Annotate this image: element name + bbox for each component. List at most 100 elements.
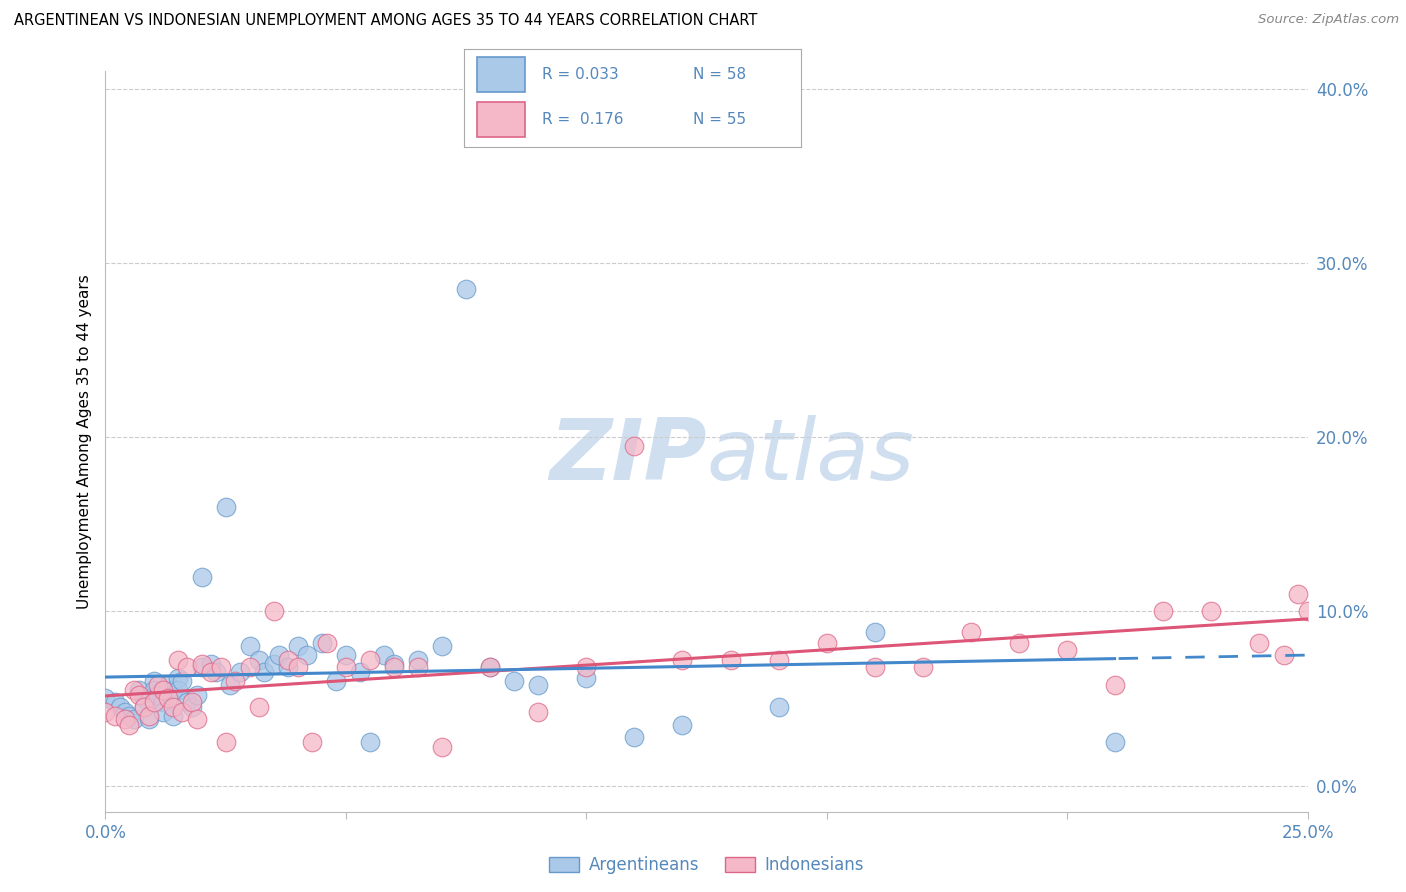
Point xyxy=(960,625,983,640)
Point xyxy=(768,700,790,714)
Point xyxy=(148,688,170,702)
Point xyxy=(671,717,693,731)
Point xyxy=(253,665,276,680)
Point xyxy=(152,695,174,709)
Text: R = 0.033: R = 0.033 xyxy=(541,67,619,82)
Point xyxy=(1104,677,1126,691)
Point xyxy=(186,712,208,726)
Point xyxy=(359,735,381,749)
Point xyxy=(190,569,212,583)
Point xyxy=(124,712,146,726)
Point xyxy=(430,740,453,755)
Point xyxy=(575,671,598,685)
Point xyxy=(128,688,150,702)
Point xyxy=(229,665,252,680)
Point xyxy=(118,709,141,723)
Point xyxy=(382,660,405,674)
Text: ARGENTINEAN VS INDONESIAN UNEMPLOYMENT AMONG AGES 35 TO 44 YEARS CORRELATION CHA: ARGENTINEAN VS INDONESIAN UNEMPLOYMENT A… xyxy=(14,13,758,29)
Point xyxy=(297,648,319,662)
Point xyxy=(1152,604,1174,618)
Point xyxy=(1056,642,1078,657)
Point xyxy=(190,660,212,674)
Point xyxy=(768,653,790,667)
Point xyxy=(104,709,127,723)
Point xyxy=(623,730,645,744)
Point xyxy=(132,700,155,714)
Point xyxy=(114,712,136,726)
Point xyxy=(104,695,127,709)
Point xyxy=(142,674,165,689)
Point xyxy=(142,695,165,709)
Point xyxy=(219,677,242,691)
Point xyxy=(114,706,136,720)
Point xyxy=(406,660,429,674)
Point xyxy=(720,653,742,667)
Point xyxy=(239,660,262,674)
Point xyxy=(315,636,337,650)
Point xyxy=(267,648,290,662)
Point xyxy=(503,674,526,689)
Point xyxy=(301,735,323,749)
Point xyxy=(247,700,270,714)
Point xyxy=(359,653,381,667)
Point xyxy=(623,439,645,453)
Point xyxy=(406,653,429,667)
Point xyxy=(335,648,357,662)
Point xyxy=(138,712,160,726)
Point xyxy=(176,695,198,709)
Point xyxy=(287,660,309,674)
Point xyxy=(181,700,204,714)
Point xyxy=(108,700,131,714)
Point xyxy=(815,636,838,650)
Point xyxy=(152,682,174,697)
Point xyxy=(205,665,228,680)
Point xyxy=(1104,735,1126,749)
Point xyxy=(166,653,188,667)
Point xyxy=(172,706,194,720)
Point xyxy=(200,665,222,680)
Point xyxy=(190,657,212,671)
Point xyxy=(156,691,179,706)
Point xyxy=(224,674,246,689)
Point xyxy=(479,660,502,674)
Point xyxy=(166,682,188,697)
Point xyxy=(1008,636,1031,650)
Legend: Argentineans, Indonesians: Argentineans, Indonesians xyxy=(543,850,870,881)
Point xyxy=(142,682,165,697)
Point xyxy=(128,682,150,697)
Point xyxy=(263,604,285,618)
Point xyxy=(349,665,371,680)
FancyBboxPatch shape xyxy=(478,57,524,92)
Point xyxy=(94,691,117,706)
Point xyxy=(162,682,184,697)
Y-axis label: Unemployment Among Ages 35 to 44 years: Unemployment Among Ages 35 to 44 years xyxy=(77,274,93,609)
Point xyxy=(186,688,208,702)
Point xyxy=(373,648,395,662)
Point xyxy=(94,706,117,720)
Point xyxy=(527,677,550,691)
Point xyxy=(166,671,188,685)
Point xyxy=(287,639,309,653)
Point xyxy=(1249,636,1271,650)
Point xyxy=(118,717,141,731)
Point xyxy=(1286,587,1309,601)
Point xyxy=(311,636,333,650)
Point xyxy=(575,660,598,674)
Point xyxy=(263,657,285,671)
Text: N = 55: N = 55 xyxy=(693,112,747,128)
Point xyxy=(156,677,179,691)
Point xyxy=(1272,648,1295,662)
Point xyxy=(176,660,198,674)
Point xyxy=(382,657,405,671)
Point xyxy=(863,660,886,674)
Point xyxy=(162,709,184,723)
Point xyxy=(335,660,357,674)
Point xyxy=(200,657,222,671)
Point xyxy=(863,625,886,640)
Text: N = 58: N = 58 xyxy=(693,67,747,82)
Point xyxy=(1201,604,1223,618)
Point xyxy=(479,660,502,674)
Point xyxy=(214,500,236,514)
Point xyxy=(214,735,236,749)
Point xyxy=(277,653,299,667)
